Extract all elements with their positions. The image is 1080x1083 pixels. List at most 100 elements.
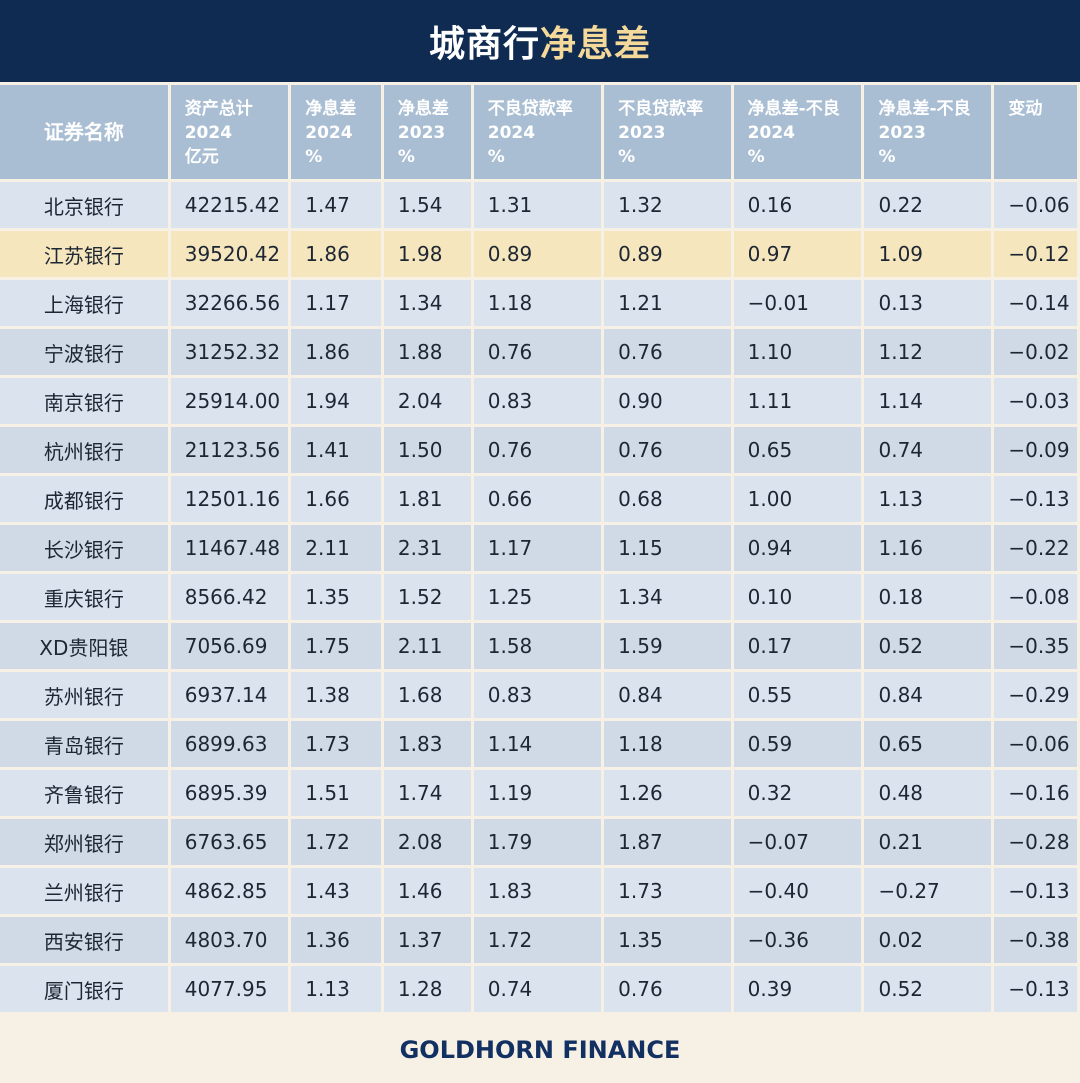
value-cell: 42215.42 xyxy=(170,182,289,228)
value-cell: 39520.42 xyxy=(170,231,289,277)
bank-name-cell: 长沙银行 xyxy=(0,525,168,571)
column-header-line: 不良贷款率 xyxy=(618,99,704,119)
column-header: 变动 xyxy=(994,85,1077,179)
value-cell: 1.47 xyxy=(291,182,381,228)
value-cell: 1.81 xyxy=(383,476,471,522)
value-cell: 1.79 xyxy=(473,819,602,865)
value-cell: 1.74 xyxy=(383,770,471,816)
value-cell: 0.84 xyxy=(604,672,731,718)
value-cell: 4077.95 xyxy=(170,966,289,1012)
bank-name-cell: XD贵阳银 xyxy=(0,623,168,669)
value-cell: 2.11 xyxy=(383,623,471,669)
value-cell: 1.10 xyxy=(733,329,862,375)
value-cell: 0.65 xyxy=(733,427,862,473)
value-cell: 0.74 xyxy=(864,427,992,473)
value-cell: 0.74 xyxy=(473,966,602,1012)
value-cell: 2.11 xyxy=(291,525,381,571)
column-header: 净息差 2023% xyxy=(383,85,471,179)
value-cell: 0.59 xyxy=(733,721,862,767)
value-cell: 0.21 xyxy=(864,819,992,865)
value-cell: 1.36 xyxy=(291,917,381,963)
value-cell: 1.51 xyxy=(291,770,381,816)
value-cell: 0.32 xyxy=(733,770,862,816)
value-cell: 0.10 xyxy=(733,574,862,620)
column-header: 净息差-不良 2023% xyxy=(864,85,992,179)
bank-name-cell: 苏州银行 xyxy=(0,672,168,718)
value-cell: 6895.39 xyxy=(170,770,289,816)
table-row: 齐鲁银行 6895.39 1.51 1.74 1.19 1.26 0.32 0.48 −0.16 xyxy=(0,770,1077,816)
value-cell: 0.52 xyxy=(864,966,992,1012)
table-row: 成都银行 12501.16 1.66 1.81 0.66 0.68 1.00 1.13 −0.1… xyxy=(0,476,1077,522)
value-cell: 1.73 xyxy=(604,868,731,914)
column-header: 不良贷款率 2024% xyxy=(473,85,602,179)
bank-name-cell: 西安银行 xyxy=(0,917,168,963)
value-cell: 1.18 xyxy=(604,721,731,767)
value-cell: 0.76 xyxy=(604,966,731,1012)
table-header-row: 证券名称 资产总计 2024 亿元 净息差 2024% 净息差 2023% 不良贷款率 2024%… xyxy=(0,85,1077,179)
value-cell: 1.19 xyxy=(473,770,602,816)
bank-name-cell: 南京银行 xyxy=(0,378,168,424)
value-cell: 1.86 xyxy=(291,231,381,277)
value-cell: −0.28 xyxy=(994,819,1077,865)
column-header-line: % xyxy=(397,147,415,167)
value-cell: 0.18 xyxy=(864,574,992,620)
value-cell: 1.41 xyxy=(291,427,381,473)
value-cell: 1.58 xyxy=(473,623,602,669)
value-cell: 1.09 xyxy=(864,231,992,277)
value-cell: 6763.65 xyxy=(170,819,289,865)
value-cell: 0.90 xyxy=(604,378,731,424)
table-row: 北京银行 42215.42 1.47 1.54 1.31 1.32 0.16 0.22 −0.0… xyxy=(0,182,1077,228)
value-cell: 1.17 xyxy=(291,280,381,326)
value-cell: 1.34 xyxy=(604,574,731,620)
value-cell: 1.12 xyxy=(864,329,992,375)
value-cell: 21123.56 xyxy=(170,427,289,473)
value-cell: −0.16 xyxy=(994,770,1077,816)
value-cell: 2.04 xyxy=(383,378,471,424)
value-cell: −0.36 xyxy=(733,917,862,963)
table-row: XD贵阳银 7056.69 1.75 2.11 1.58 1.59 0.17 0.52 −0.3… xyxy=(0,623,1077,669)
value-cell: −0.01 xyxy=(733,280,862,326)
value-cell: 1.43 xyxy=(291,868,381,914)
value-cell: 31252.32 xyxy=(170,329,289,375)
value-cell: −0.38 xyxy=(994,917,1077,963)
value-cell: 4862.85 xyxy=(170,868,289,914)
column-header-line: % xyxy=(878,147,896,167)
value-cell: 1.11 xyxy=(733,378,862,424)
column-header-line: % xyxy=(487,147,505,167)
value-cell: 0.13 xyxy=(864,280,992,326)
value-cell: 7056.69 xyxy=(170,623,289,669)
value-cell: 1.88 xyxy=(383,329,471,375)
column-header: 净息差 2024% xyxy=(291,85,381,179)
table-row: 杭州银行 21123.56 1.41 1.50 0.76 0.76 0.65 0.74 −0.0… xyxy=(0,427,1077,473)
value-cell: 6937.14 xyxy=(170,672,289,718)
value-cell: −0.40 xyxy=(733,868,862,914)
bank-name-cell: 成都银行 xyxy=(0,476,168,522)
value-cell: 1.54 xyxy=(383,182,471,228)
bank-name-cell: 江苏银行 xyxy=(0,231,168,277)
value-cell: 1.59 xyxy=(604,623,731,669)
value-cell: 0.55 xyxy=(733,672,862,718)
table-row: 厦门银行 4077.95 1.13 1.28 0.74 0.76 0.39 0.52 −0.13 xyxy=(0,966,1077,1012)
value-cell: 0.89 xyxy=(604,231,731,277)
value-cell: 0.97 xyxy=(733,231,862,277)
value-cell: −0.06 xyxy=(994,721,1077,767)
value-cell: 1.13 xyxy=(864,476,992,522)
table-row: 重庆银行 8566.42 1.35 1.52 1.25 1.34 0.10 0.18 −0.08 xyxy=(0,574,1077,620)
column-header-line: 资产总计 xyxy=(184,99,253,119)
value-cell: 1.26 xyxy=(604,770,731,816)
value-cell: 11467.48 xyxy=(170,525,289,571)
table-row: 兰州银行 4862.85 1.43 1.46 1.83 1.73 −0.40 −0.27 −0.… xyxy=(0,868,1077,914)
value-cell: −0.27 xyxy=(864,868,992,914)
value-cell: −0.13 xyxy=(994,476,1077,522)
footer-brand: GOLDHORN FINANCE xyxy=(399,1036,681,1064)
title-part-1: 城商行 xyxy=(428,24,540,65)
value-cell: 1.37 xyxy=(383,917,471,963)
value-cell: 1.14 xyxy=(864,378,992,424)
value-cell: 1.83 xyxy=(383,721,471,767)
column-header-line: 净息差 xyxy=(397,99,449,119)
value-cell: −0.02 xyxy=(994,329,1077,375)
value-cell: −0.12 xyxy=(994,231,1077,277)
value-cell: −0.08 xyxy=(994,574,1077,620)
table-row: 西安银行 4803.70 1.36 1.37 1.72 1.35 −0.36 0.02 −0.3… xyxy=(0,917,1077,963)
table-row: 青岛银行 6899.63 1.73 1.83 1.14 1.18 0.59 0.65 −0.06 xyxy=(0,721,1077,767)
